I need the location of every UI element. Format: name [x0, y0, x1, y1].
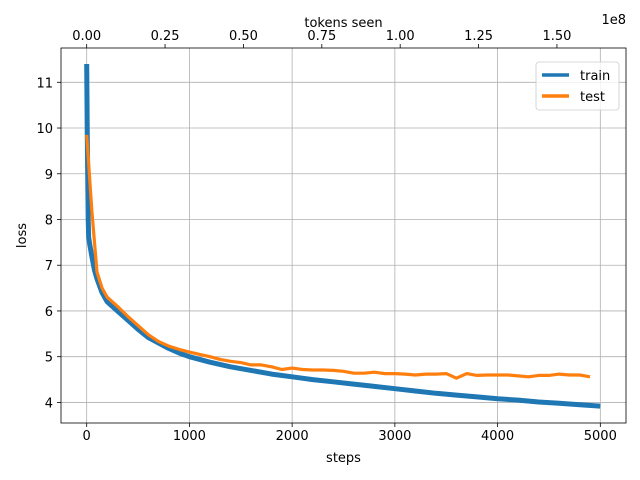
- top-x-tick-label: 0.75: [307, 29, 336, 44]
- x-axis-label: steps: [326, 451, 361, 466]
- top-x-tick-label: 0.50: [229, 29, 258, 44]
- top-x-tick-label: 0.00: [72, 29, 101, 44]
- y-tick-label: 5: [45, 351, 53, 366]
- plot-frame: [60, 47, 627, 424]
- x-tick-label: 4000: [481, 429, 514, 444]
- top-x-axis: 0.00 0.25 0.50 0.75 1.00 1.25 1.50: [72, 29, 571, 48]
- x-tick-label: 3000: [378, 429, 411, 444]
- top-x-tick-label: 0.25: [151, 29, 180, 44]
- top-x-tick-label: 1.25: [464, 29, 493, 44]
- y-tick-label: 4: [45, 396, 53, 411]
- series-line-test: [85, 134, 591, 380]
- y-tick-label: 7: [45, 259, 53, 274]
- bottom-x-axis: 0 1000 2000 3000 4000 5000: [83, 423, 617, 444]
- top-x-tick-label: 1.00: [386, 29, 415, 44]
- legend: train test: [535, 61, 620, 111]
- x-tick-label: 1000: [173, 429, 206, 444]
- top-x-tick-label: 1.50: [542, 29, 571, 44]
- x-tick-label: 0: [83, 429, 91, 444]
- y-tick-label: 6: [45, 305, 53, 320]
- top-axis-offset-label: 1e8: [601, 13, 626, 28]
- y-tick-label: 11: [36, 76, 53, 91]
- series-line-train: [84, 63, 601, 409]
- x-tick-label: 2000: [276, 429, 309, 444]
- y-axis-label: loss: [15, 223, 30, 248]
- series-layer: [84, 63, 601, 409]
- y-axis: 4 5 6 7 8 9 10 11: [36, 76, 61, 411]
- x-tick-label: 5000: [584, 429, 617, 444]
- legend-label-test: test: [580, 90, 605, 105]
- legend-label-train: train: [580, 69, 610, 84]
- y-tick-label: 9: [45, 168, 53, 183]
- top-x-axis-label: tokens seen: [304, 16, 382, 31]
- grid: [61, 48, 626, 423]
- y-tick-label: 8: [45, 213, 53, 228]
- y-tick-label: 10: [36, 122, 53, 137]
